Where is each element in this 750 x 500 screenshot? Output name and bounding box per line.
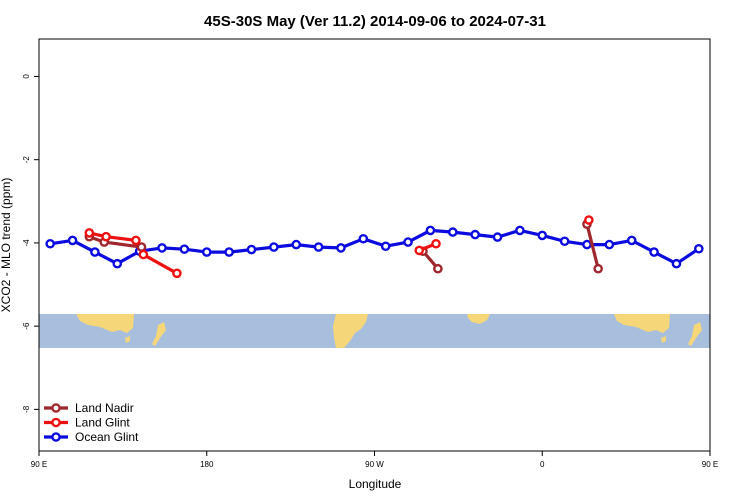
series-2-point-0-25 bbox=[604, 239, 615, 250]
series-2-point-0-19 bbox=[470, 229, 480, 240]
series-1 bbox=[84, 215, 594, 279]
y-axis: 0 -2 -4 -6 -8 bbox=[22, 74, 39, 413]
series-2-point-0-1 bbox=[67, 235, 78, 246]
series-2-point-0-0 bbox=[45, 238, 55, 249]
y-tick-label-3: -6 bbox=[22, 322, 31, 330]
series-2-point-0-22 bbox=[537, 230, 548, 241]
series-2-point-0-21 bbox=[515, 225, 525, 236]
series-2-point-0-17 bbox=[425, 225, 436, 236]
series-2-point-0-10 bbox=[269, 242, 279, 252]
y-axis-label: XCO2 - MLO trend (ppm) bbox=[0, 178, 13, 313]
series-2-point-0-12 bbox=[313, 242, 324, 252]
series-0-point-1-1 bbox=[433, 263, 443, 274]
map-band bbox=[39, 314, 710, 348]
series-1-point-2-1 bbox=[431, 238, 441, 249]
chart-title: 45S-30S May (Ver 11.2) 2014-09-06 to 202… bbox=[204, 13, 546, 30]
series-1-point-3-0 bbox=[584, 215, 594, 225]
series-1-point-0-1 bbox=[101, 231, 111, 242]
series-2-point-0-2 bbox=[90, 247, 100, 257]
series-2-point-0-7 bbox=[201, 247, 212, 257]
series-2-point-0-16 bbox=[403, 237, 413, 247]
series-2-point-0-20 bbox=[492, 232, 503, 242]
series-1-point-0-2 bbox=[131, 235, 141, 246]
series-layer bbox=[45, 215, 704, 279]
series-2-point-0-23 bbox=[559, 236, 570, 247]
x-tick-label-3: 0 bbox=[540, 460, 545, 469]
x-tick-label-4: 90 E bbox=[702, 460, 718, 469]
legend-marker-0 bbox=[51, 403, 61, 413]
series-2-point-0-14 bbox=[358, 233, 369, 244]
series-2-point-0-9 bbox=[246, 244, 257, 255]
series-2-point-0-18 bbox=[447, 227, 458, 237]
series-0-point-2-1 bbox=[593, 263, 603, 274]
x-tick-label-2: 90 W bbox=[365, 460, 384, 469]
legend-label-0: Land Nadir bbox=[75, 401, 134, 415]
series-1-line-1 bbox=[142, 253, 178, 275]
x-tick-label-1: 180 bbox=[200, 460, 214, 469]
series-2-point-0-8 bbox=[224, 247, 234, 257]
series-0-line-2 bbox=[585, 223, 600, 270]
y-tick-label-0: 0 bbox=[22, 74, 31, 79]
series-0-point-0-2 bbox=[136, 242, 147, 252]
series-2-point-0-6 bbox=[179, 244, 190, 254]
series-2-point-0-26 bbox=[626, 235, 637, 246]
y-tick-label-2: -4 bbox=[22, 239, 31, 247]
series-2-point-0-5 bbox=[157, 243, 167, 253]
series-2-point-0-28 bbox=[671, 258, 682, 269]
y-tick-label-1: -2 bbox=[22, 156, 31, 164]
x-axis: 90 E 180 90 W 0 90 E bbox=[31, 451, 718, 469]
map-ocean bbox=[39, 314, 710, 348]
series-1-point-0-0 bbox=[84, 228, 95, 238]
series-1-point-2-0 bbox=[414, 245, 425, 256]
map-land bbox=[76, 314, 702, 348]
series-1-point-1-1 bbox=[172, 268, 182, 279]
legend-label-1: Land Glint bbox=[75, 416, 130, 430]
series-2-point-0-11 bbox=[291, 239, 302, 250]
series-2-point-0-13 bbox=[336, 243, 346, 253]
legend-marker-1 bbox=[51, 417, 61, 428]
x-axis-label: Longitude bbox=[349, 477, 402, 491]
series-2-point-0-24 bbox=[582, 239, 592, 250]
legend-label-2: Ocean Glint bbox=[75, 430, 139, 444]
series-2-point-0-27 bbox=[649, 247, 659, 257]
series-2-point-0-29 bbox=[694, 243, 704, 254]
series-2-point-0-15 bbox=[380, 241, 391, 252]
series-2-point-0-3 bbox=[112, 258, 123, 269]
series-1-point-1-0 bbox=[138, 249, 149, 260]
y-tick-label-4: -8 bbox=[22, 405, 31, 413]
x-tick-label-0: 90 E bbox=[31, 460, 47, 469]
legend-marker-2 bbox=[51, 432, 61, 442]
